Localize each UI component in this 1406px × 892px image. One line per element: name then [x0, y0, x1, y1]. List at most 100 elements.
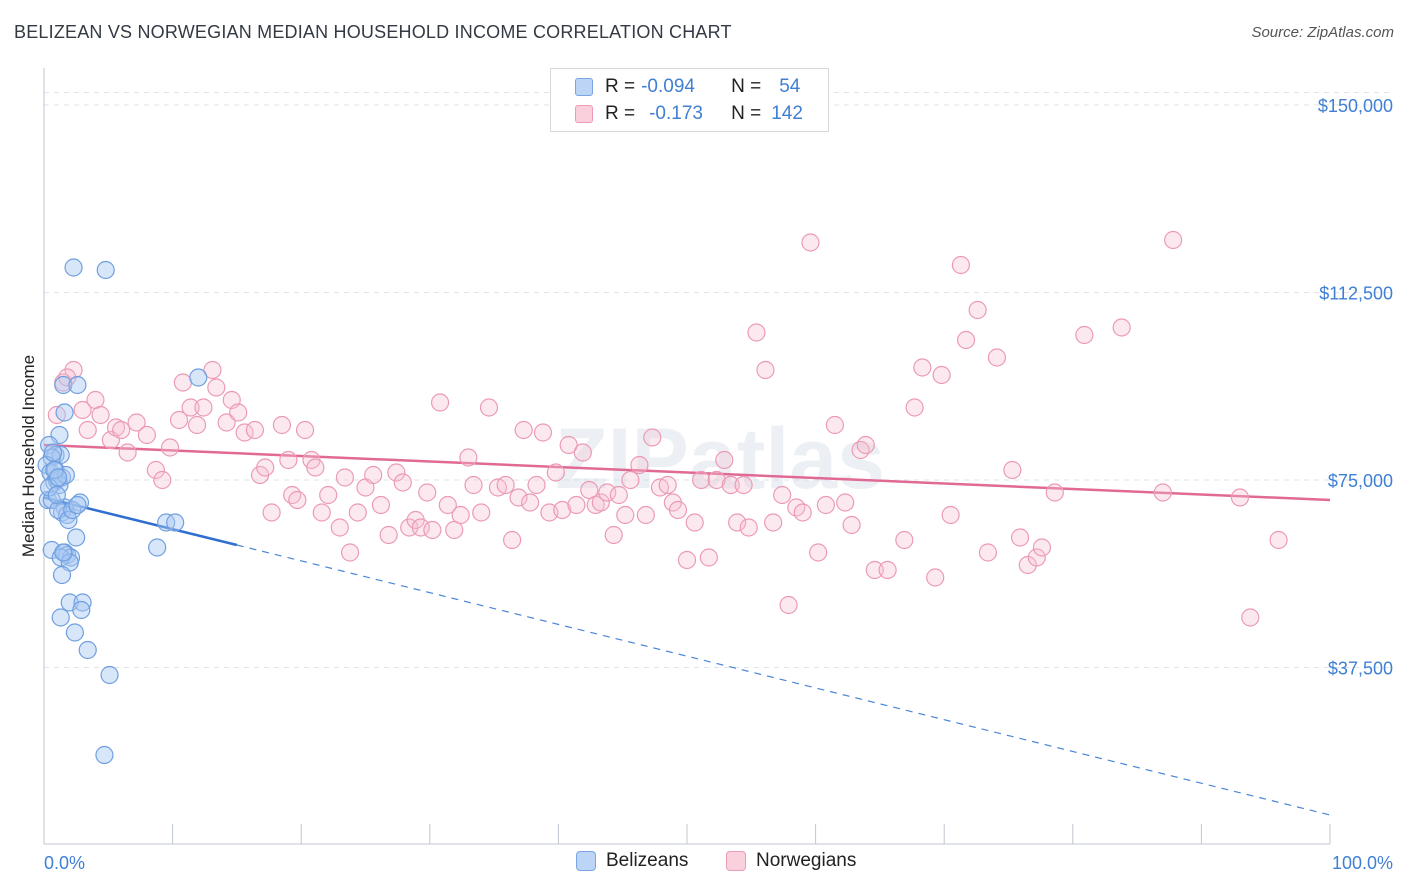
belizean-trend-dashed — [236, 544, 1331, 816]
norwegian-point — [1045, 483, 1064, 502]
norwegian-point — [932, 365, 951, 385]
norwegian-point — [256, 458, 275, 477]
legend-swatch-pink — [575, 105, 593, 123]
norwegian-point — [685, 513, 704, 532]
norwegian-point — [956, 330, 976, 350]
norwegian-point — [913, 358, 932, 377]
norwegian-point — [856, 435, 875, 455]
y-tick-label: $37,500 — [1328, 659, 1393, 679]
norwegian-point — [272, 415, 292, 435]
norwegian-point — [773, 485, 792, 505]
belizean-point — [63, 500, 82, 520]
norwegian-point — [418, 483, 437, 502]
norwegian-point — [283, 485, 302, 505]
belizean-point — [65, 623, 84, 642]
y-tick-label: $150,000 — [1318, 96, 1393, 116]
norwegian-point — [756, 360, 775, 380]
norwegian-point — [546, 463, 565, 482]
belizean-point — [72, 600, 91, 620]
y-axis-label: Median Household Income — [19, 355, 38, 557]
norwegian-point — [987, 348, 1007, 367]
legend-n-value: 142 — [771, 103, 803, 124]
norwegian-point — [217, 413, 236, 432]
norwegian-point — [728, 513, 747, 532]
norwegian-trend-line — [43, 443, 1331, 502]
norwegian-point — [207, 378, 226, 397]
norwegian-point — [112, 420, 131, 440]
norwegian-point — [1112, 318, 1131, 337]
belizean-point — [95, 745, 114, 765]
belizean-point — [64, 258, 83, 277]
norwegian-point — [340, 543, 360, 562]
norwegian-point — [764, 513, 783, 532]
belizean-point — [40, 478, 59, 497]
norwegian-point — [319, 485, 338, 505]
norwegian-point — [865, 560, 884, 580]
series-legend-belizeans: Belizeans — [576, 850, 688, 872]
norwegian-point — [721, 475, 740, 495]
norwegian-point — [521, 493, 540, 512]
norwegian-point — [496, 475, 515, 495]
norwegian-point — [842, 515, 861, 535]
norwegian-point — [169, 410, 189, 430]
x-tick-label-min: 0.0% — [44, 853, 85, 873]
norwegian-point — [387, 463, 406, 482]
norwegian-point — [793, 503, 812, 522]
norwegian-point — [573, 443, 592, 462]
norwegian-point — [464, 475, 483, 495]
norwegian-point — [1075, 325, 1094, 345]
norwegian-point — [371, 495, 391, 515]
norwegian-point — [153, 470, 172, 490]
norwegian-point — [91, 405, 110, 425]
norwegian-point — [118, 443, 137, 462]
norwegian-point — [951, 255, 971, 275]
legend-n-value: 54 — [779, 76, 801, 97]
series-swatch-blue — [576, 851, 596, 871]
series-legend: Belizeans Norwegians — [0, 850, 1406, 878]
norwegian-point — [509, 488, 528, 507]
x-tick-label-max: 100.0% — [1332, 853, 1393, 873]
norwegian-point — [411, 518, 430, 537]
belizean-point — [68, 375, 87, 395]
legend-r-label: R = — [605, 103, 636, 124]
trend-lines — [43, 443, 1331, 816]
norwegian-point — [459, 448, 478, 467]
legend-row-norwegians: R = -0.173 N = 142 — [575, 101, 803, 127]
data-points — [37, 230, 1288, 765]
norwegian-point — [1241, 608, 1260, 627]
norwegian-point — [878, 560, 897, 580]
norwegian-point — [229, 403, 248, 422]
norwegian-point — [78, 420, 97, 440]
norwegian-point — [146, 460, 165, 480]
norwegian-point — [598, 483, 617, 502]
norwegian-point — [968, 300, 987, 320]
norwegian-point — [699, 548, 718, 567]
chart-title: BELIZEAN VS NORWEGIAN MEDIAN HOUSEHOLD I… — [14, 22, 732, 42]
belizean-point — [100, 665, 119, 685]
norwegian-point — [978, 543, 998, 562]
series-legend-norwegians: Norwegians — [726, 850, 856, 872]
norwegian-point — [1153, 483, 1172, 502]
norwegian-point — [503, 530, 522, 550]
belizean-point — [148, 538, 167, 557]
norwegian-point — [472, 503, 491, 522]
norwegian-point — [747, 323, 766, 342]
norwegian-point — [348, 503, 367, 522]
norwegian-point — [187, 415, 207, 435]
norwegian-point — [533, 423, 553, 442]
norwegian-point — [692, 470, 711, 490]
norwegian-point — [173, 373, 192, 392]
belizean-point — [43, 443, 63, 462]
norwegian-point — [364, 465, 383, 485]
norwegian-point — [279, 450, 298, 470]
series-swatch-pink — [726, 851, 746, 871]
norwegian-point — [1032, 538, 1052, 557]
norwegian-point — [609, 485, 628, 505]
norwegian-point — [306, 458, 325, 477]
belizean-point — [73, 593, 92, 612]
axes — [43, 68, 1331, 845]
belizean-point — [78, 640, 97, 660]
norwegian-point — [1164, 230, 1183, 250]
norwegian-point — [621, 470, 640, 490]
norwegian-point — [312, 503, 331, 522]
